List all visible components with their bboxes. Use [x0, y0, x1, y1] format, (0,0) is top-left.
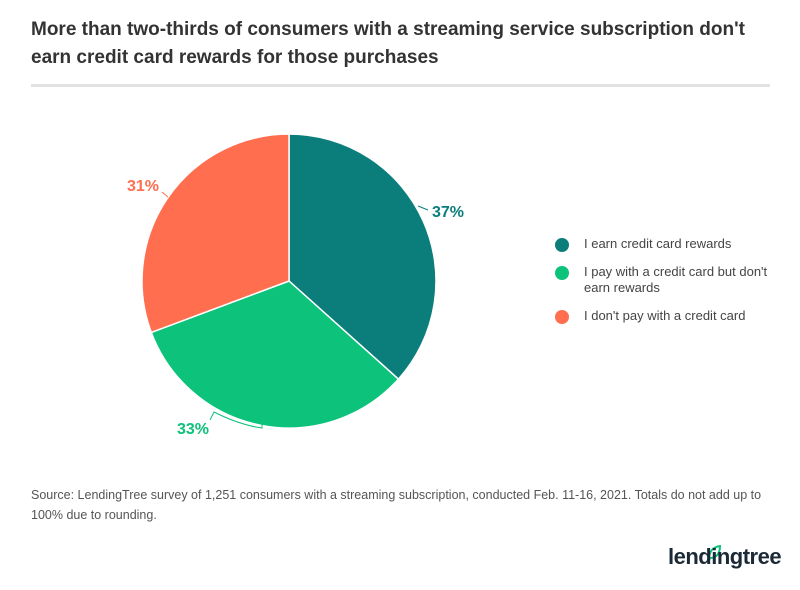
- legend-item: I don't pay with a credit card: [555, 308, 785, 324]
- legend-swatch: [555, 266, 569, 280]
- pie-slice: [288, 133, 437, 381]
- leader-line: [417, 205, 429, 211]
- legend-swatch: [555, 310, 569, 324]
- data-label: 37%: [432, 204, 464, 221]
- leader-line: [161, 191, 169, 198]
- pie-slice: [141, 133, 290, 334]
- legend-item: I pay with a credit card but don't earn …: [555, 264, 785, 296]
- data-label: 31%: [127, 178, 159, 195]
- legend-item: I earn credit card rewards: [555, 236, 785, 252]
- legend-label: I don't pay with a credit card: [584, 308, 746, 323]
- source-note: Source: LendingTree survey of 1,251 cons…: [31, 488, 762, 522]
- legend-swatch: [555, 238, 569, 252]
- legend: I earn credit card rewards I pay with a c…: [555, 236, 785, 336]
- lendingtree-logo: lendingtree: [668, 544, 782, 569]
- chart-title: More than two-thirds of consumers with a…: [31, 19, 745, 68]
- leader-line: [209, 411, 263, 429]
- title-divider: [31, 84, 770, 87]
- data-label: 33%: [177, 421, 209, 438]
- leaf-icon: [708, 545, 721, 561]
- legend-label: I pay with a credit card but don't earn …: [584, 264, 768, 295]
- legend-label: I earn credit card rewards: [584, 236, 732, 251]
